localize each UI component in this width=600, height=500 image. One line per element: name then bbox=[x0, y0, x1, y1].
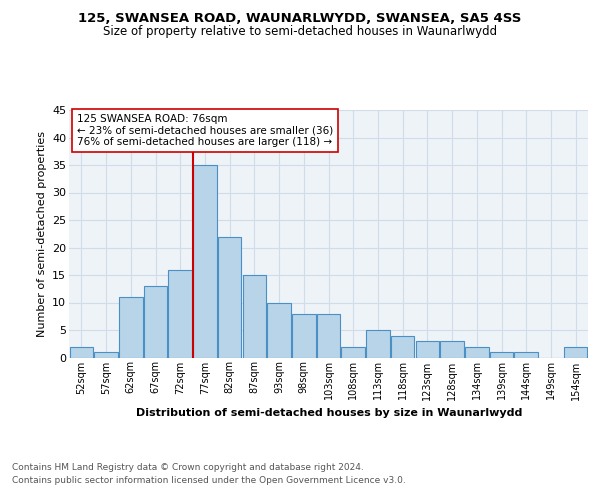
Bar bbox=[169, 270, 192, 358]
Bar bbox=[242, 275, 266, 357]
Bar bbox=[70, 346, 93, 358]
Bar bbox=[144, 286, 167, 358]
Y-axis label: Number of semi-detached properties: Number of semi-detached properties bbox=[37, 130, 47, 337]
Bar bbox=[490, 352, 513, 358]
Text: 125 SWANSEA ROAD: 76sqm
← 23% of semi-detached houses are smaller (36)
76% of se: 125 SWANSEA ROAD: 76sqm ← 23% of semi-de… bbox=[77, 114, 333, 147]
Bar bbox=[440, 341, 464, 357]
Bar bbox=[391, 336, 415, 357]
Bar bbox=[317, 314, 340, 358]
Text: 125, SWANSEA ROAD, WAUNARLWYDD, SWANSEA, SA5 4SS: 125, SWANSEA ROAD, WAUNARLWYDD, SWANSEA,… bbox=[79, 12, 521, 26]
Bar bbox=[416, 341, 439, 357]
Bar bbox=[193, 165, 217, 358]
Bar bbox=[292, 314, 316, 358]
Bar bbox=[514, 352, 538, 358]
Bar bbox=[94, 352, 118, 358]
Bar bbox=[465, 346, 488, 358]
Bar bbox=[218, 236, 241, 358]
Text: Contains HM Land Registry data © Crown copyright and database right 2024.: Contains HM Land Registry data © Crown c… bbox=[12, 462, 364, 471]
Bar bbox=[366, 330, 389, 357]
Bar bbox=[268, 302, 291, 358]
Text: Contains public sector information licensed under the Open Government Licence v3: Contains public sector information licen… bbox=[12, 476, 406, 485]
Text: Size of property relative to semi-detached houses in Waunarlwydd: Size of property relative to semi-detach… bbox=[103, 25, 497, 38]
Bar bbox=[341, 346, 365, 358]
Bar bbox=[564, 346, 587, 358]
Text: Distribution of semi-detached houses by size in Waunarlwydd: Distribution of semi-detached houses by … bbox=[136, 408, 522, 418]
Bar bbox=[119, 297, 143, 358]
